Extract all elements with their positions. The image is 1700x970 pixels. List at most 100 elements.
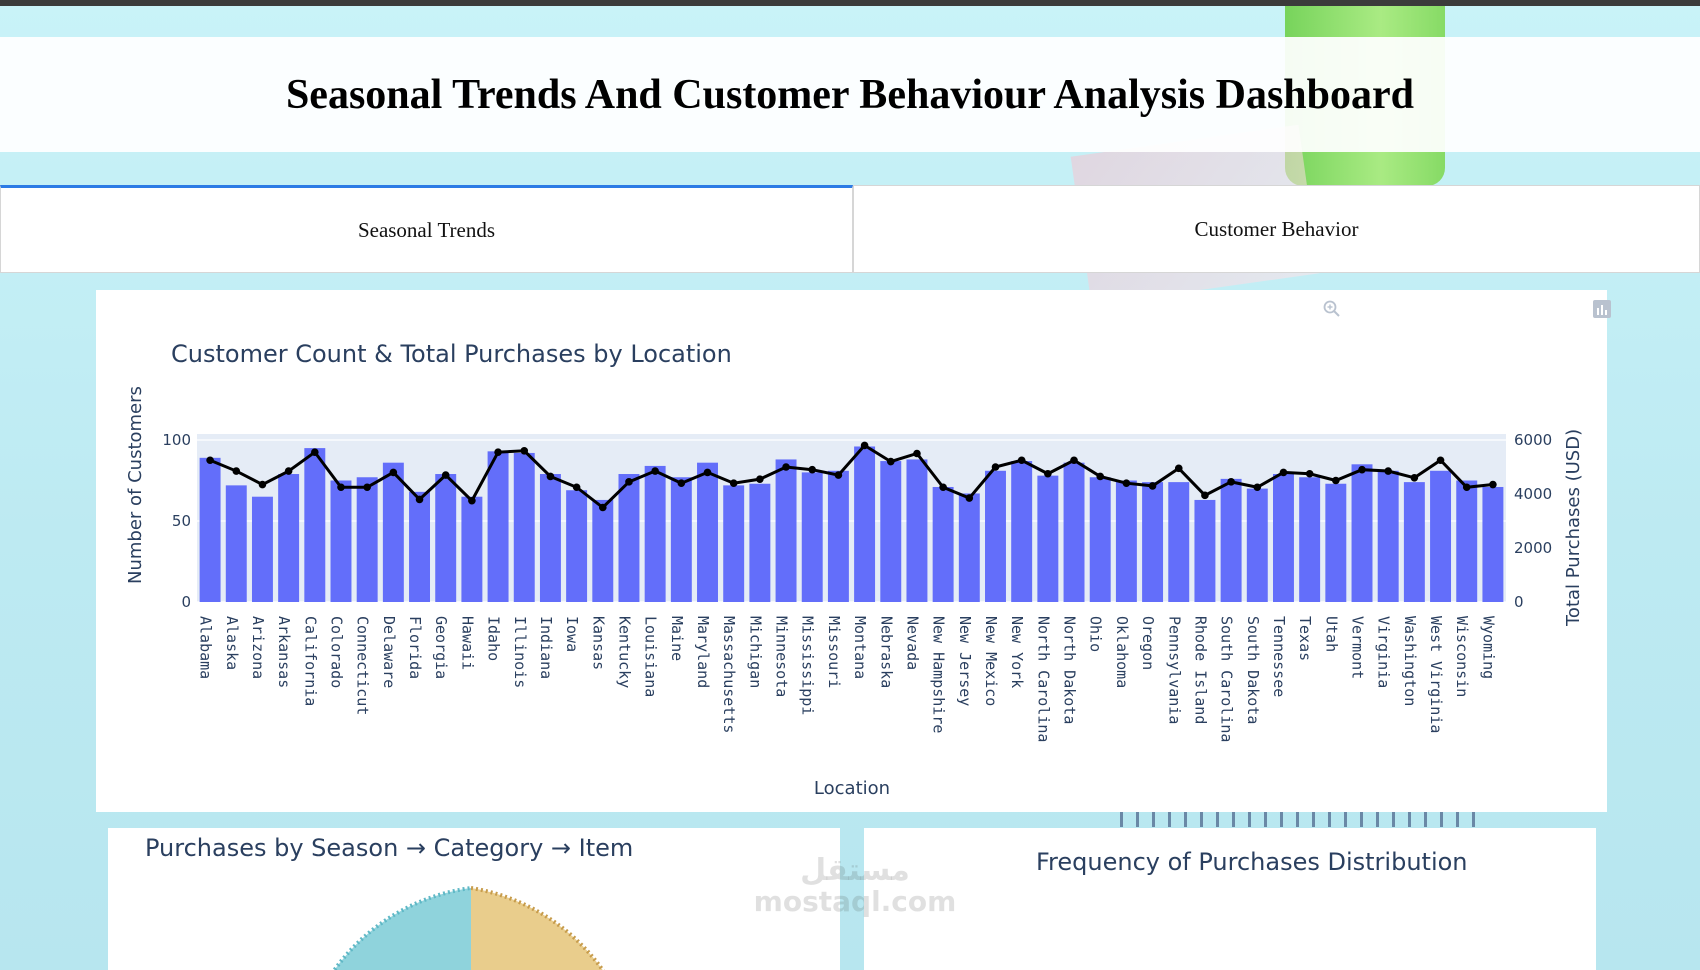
y2-tick-label: 6000 [1514, 431, 1552, 449]
line-point [834, 471, 843, 479]
x-tick-label: Missouri [825, 616, 843, 688]
x-tick-label: Colorado [327, 616, 345, 688]
line-point [1489, 480, 1497, 489]
x-tick-label: Kentucky [615, 616, 633, 688]
y-tick-label: 50 [172, 512, 191, 530]
x-tick-label: Arkansas [275, 616, 293, 688]
line-point [860, 441, 869, 450]
x-tick-label: Alaska [223, 616, 241, 670]
x-tick-label: Minnesota [773, 616, 791, 697]
x-tick-label: Oregon [1139, 616, 1157, 670]
x-tick-label: New York [1008, 616, 1026, 688]
line-point [232, 467, 241, 475]
x-tick-label: Delaware [380, 616, 398, 688]
bar-california [304, 448, 326, 602]
bar-maryland [697, 462, 718, 602]
line-point [389, 468, 398, 477]
y2-tick-label: 2000 [1514, 539, 1552, 557]
line-point [415, 495, 424, 504]
line-point [729, 479, 738, 487]
line-point [1227, 478, 1235, 486]
bar-idaho [487, 451, 509, 602]
bar-alabama [199, 457, 221, 602]
bar-new-jersey [958, 493, 980, 602]
bar-wyoming [1482, 486, 1504, 602]
line-point [598, 503, 607, 512]
line-point [1201, 491, 1209, 500]
x-tick-label: Massachusetts [720, 616, 738, 733]
bar-arizona [251, 496, 273, 602]
x-tick-label: Alabama [197, 616, 215, 679]
x-tick-label: Ohio [1087, 616, 1105, 652]
line-point [1148, 482, 1157, 490]
bar-new-mexico [985, 470, 1006, 602]
line-point [1384, 467, 1392, 475]
bar-michigan [749, 483, 771, 602]
bar-iowa [566, 490, 588, 602]
x-tick-label: California [301, 616, 319, 706]
x-tick-label: Vermont [1349, 616, 1367, 679]
tab-customer-behavior[interactable]: Customer Behavior [853, 185, 1700, 273]
line-point [441, 471, 450, 479]
plotly-logo-icon[interactable] [1591, 298, 1613, 320]
x-tick-label: Oklahoma [1113, 616, 1131, 688]
x-tick-label: Rhode Island [1191, 616, 1209, 724]
line-point [808, 465, 817, 474]
total-purchases-line [209, 443, 1494, 510]
bar-minnesota [775, 459, 797, 602]
line-point [311, 448, 319, 456]
x-tick-label: Michigan [746, 616, 764, 688]
frequency-chart-card: Frequency of Purchases Distribution [864, 828, 1596, 970]
x-tick-label: New Hampshire [930, 616, 948, 733]
bar-virginia [1377, 470, 1399, 602]
bar-texas [1299, 477, 1321, 602]
bar-colorado [330, 480, 352, 602]
x-tick-label: Louisiana [642, 616, 660, 697]
line-point [939, 483, 947, 492]
line-point [546, 472, 555, 481]
x-tick-label: North Dakota [1061, 616, 1079, 724]
line-point [965, 494, 974, 502]
line-point [494, 448, 502, 456]
zoom-icon[interactable] [1321, 298, 1343, 320]
bar-vermont [1351, 464, 1373, 602]
x-tick-label: Illinois [511, 616, 529, 688]
location-chart-card: Customer Count & Total Purchases by Loca… [96, 290, 1611, 812]
x-tick-label: Mississippi [799, 616, 817, 715]
bar-missouri [827, 470, 849, 602]
page-title: Seasonal Trends And Customer Behaviour A… [285, 71, 1415, 118]
bar-kentucky [618, 474, 640, 602]
x-tick-label: Georgia [432, 616, 450, 679]
x-tick-label: Washington [1401, 616, 1419, 706]
line-point [284, 467, 293, 475]
y2-tick-label: 4000 [1514, 485, 1552, 503]
season-sunburst-card: Purchases by Season → Category → Item [108, 828, 840, 970]
bar-south-carolina [1220, 478, 1242, 602]
bar-arkansas [278, 474, 300, 602]
x-tick-label: Kansas [589, 616, 607, 670]
bar-north-dakota [1063, 462, 1085, 602]
bar-rhode-island [1194, 499, 1216, 602]
line-point [886, 457, 895, 466]
x-tick-label: Nevada [903, 616, 921, 670]
line-point [1358, 465, 1366, 474]
bar-massachusetts [723, 485, 745, 602]
bar-nevada [906, 459, 928, 602]
bar-oklahoma [1115, 480, 1137, 602]
x-tick-label: South Dakota [1244, 616, 1262, 724]
bar-new-york [1011, 461, 1033, 602]
line-point [363, 483, 371, 492]
sunburst-segment[interactable] [329, 888, 471, 970]
bar-georgia [435, 474, 457, 602]
sunburst-segment[interactable] [471, 888, 608, 970]
line-point [1305, 469, 1314, 478]
tab-seasonal-trends[interactable]: Seasonal Trends [0, 185, 853, 273]
x-tick-label: New Mexico [982, 616, 1000, 706]
bar-kansas [592, 499, 614, 602]
x-tick-label: South Carolina [1218, 616, 1236, 742]
line-point [1279, 468, 1288, 477]
x-tick-label: Virginia [1375, 616, 1393, 688]
bar-wisconsin [1456, 480, 1478, 602]
frequency-chart-title: Frequency of Purchases Distribution [1036, 848, 1468, 876]
line-point [468, 496, 476, 505]
